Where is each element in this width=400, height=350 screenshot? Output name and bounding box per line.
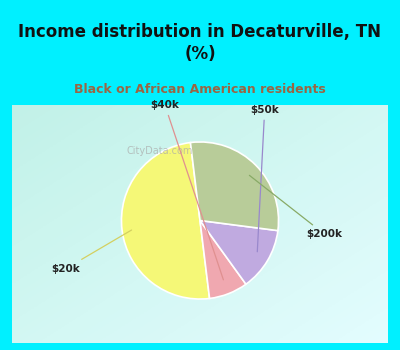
Wedge shape <box>190 142 278 231</box>
Wedge shape <box>122 142 210 299</box>
Text: $50k: $50k <box>250 105 279 252</box>
Text: CityData.com: CityData.com <box>126 146 192 156</box>
Wedge shape <box>200 220 278 284</box>
Text: $20k: $20k <box>52 230 132 274</box>
Wedge shape <box>200 220 246 299</box>
Text: Black or African American residents: Black or African American residents <box>74 83 326 96</box>
Text: Income distribution in Decaturville, TN
(%): Income distribution in Decaturville, TN … <box>18 23 382 63</box>
Text: $40k: $40k <box>150 100 223 280</box>
Text: $200k: $200k <box>249 175 343 239</box>
